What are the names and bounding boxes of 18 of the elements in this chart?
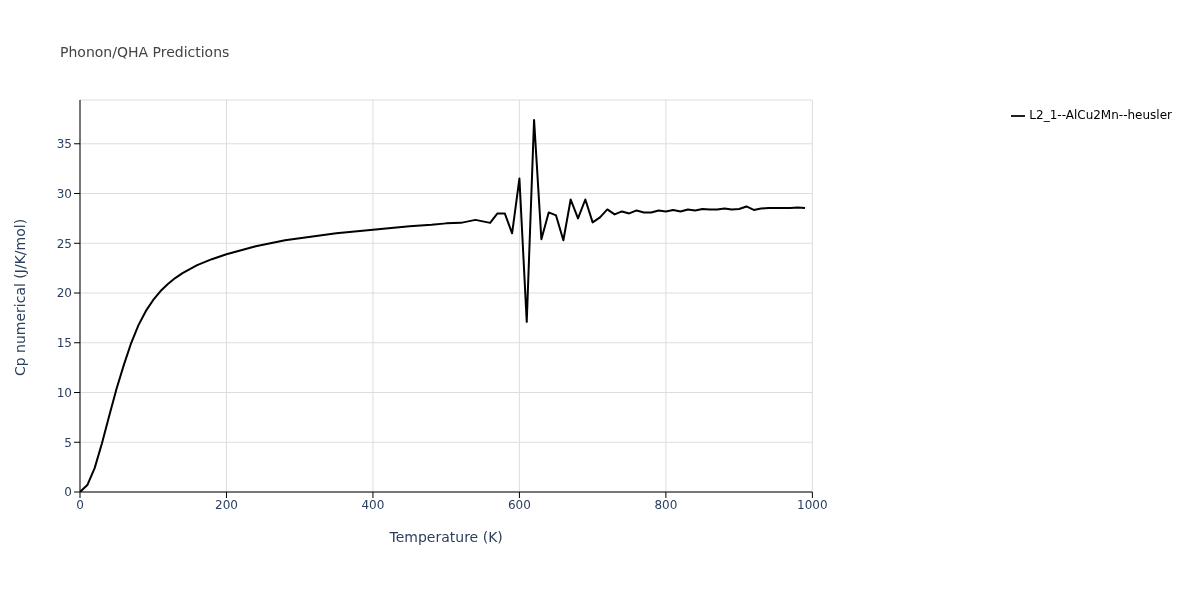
y-tick-label: 25 (56, 236, 72, 251)
x-tick-label: 200 (215, 497, 238, 512)
y-tick-label: 0 (64, 485, 72, 500)
x-tick-label: 800 (654, 497, 678, 512)
x-tick-label: 600 (507, 497, 531, 512)
y-tick-label: 20 (56, 286, 72, 301)
legend-label: L2_1--AlCu2Mn--heusler (1029, 108, 1172, 122)
x-axis-title: Temperature (K) (388, 529, 503, 545)
chart-title: Phonon/QHA Predictions (60, 44, 230, 60)
x-tick-label: 0 (76, 497, 84, 512)
y-axis-title: Cp numerical (J/K/mol) (11, 218, 28, 376)
x-tick-label: 1000 (797, 497, 828, 512)
y-tick-label: 10 (56, 385, 72, 400)
x-tick-label: 400 (361, 497, 385, 512)
y-tick-label: 15 (56, 336, 72, 351)
y-tick-label: 30 (56, 186, 72, 201)
y-tick-label: 5 (64, 435, 72, 450)
y-tick-label: 35 (56, 137, 72, 152)
